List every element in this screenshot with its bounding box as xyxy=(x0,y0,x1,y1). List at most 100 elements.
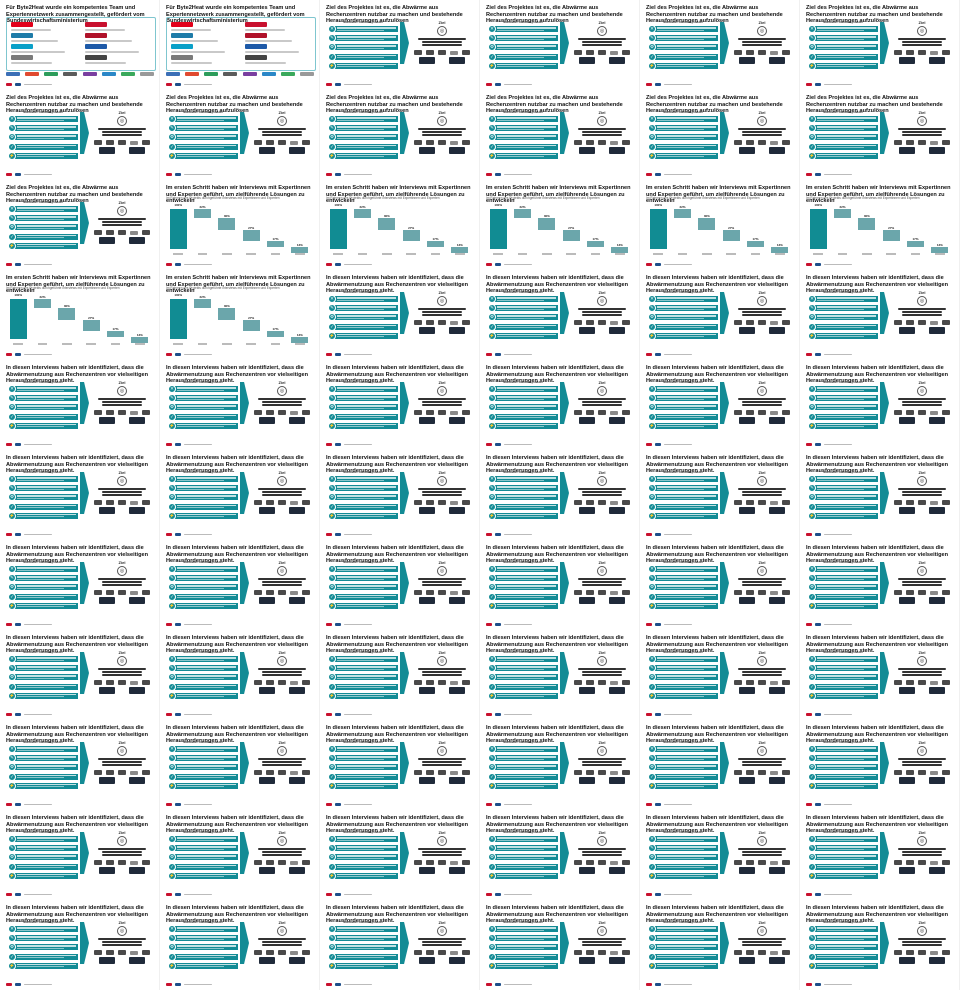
slide-thumbnail[interactable]: Für Byte2Heat wurde ein kompetentes Team… xyxy=(0,0,160,90)
handlungsfeld-row[interactable]: ✓ xyxy=(808,52,878,61)
handlungsfeld-row[interactable]: ✓ xyxy=(488,862,558,871)
slide-thumbnail[interactable]: Ziel des Projektes ist es, die Abwärme a… xyxy=(160,90,320,180)
handlungsfeld-row[interactable]: ✕ xyxy=(808,565,878,573)
handlungsfeld-row[interactable]: ⚡ xyxy=(8,781,78,790)
handlungsfeld-row[interactable]: ⚙ xyxy=(8,133,78,142)
handlungsfeld-row[interactable]: ⚙ xyxy=(648,943,718,952)
handlungsfeld-row[interactable]: ⚙ xyxy=(488,403,558,412)
handlungsfeld-row[interactable]: ⚡ xyxy=(8,871,78,880)
handlungsfeld-row[interactable]: ✕ xyxy=(328,925,398,933)
handlungsfeld-row[interactable]: ⚙ xyxy=(8,403,78,412)
slide-thumbnail[interactable]: In diesen Interviews haben wir identifiz… xyxy=(320,810,480,900)
handlungsfeld-row[interactable]: ⚡ xyxy=(8,421,78,430)
slide-thumbnail[interactable]: In diesen Interviews haben wir identifiz… xyxy=(160,360,320,450)
handlungsfeld-row[interactable]: ✎ xyxy=(808,574,878,583)
handlungsfeld-row[interactable]: ⚡ xyxy=(168,781,238,790)
handlungsfeld-row[interactable]: ✕ xyxy=(8,655,78,663)
handlungsfeld-row[interactable]: ✎ xyxy=(488,844,558,853)
slide-thumbnail[interactable]: In diesen Interviews haben wir identifiz… xyxy=(480,720,640,810)
handlungsfeld-row[interactable]: ✓ xyxy=(328,862,398,871)
handlungsfeld-row[interactable]: ✎ xyxy=(328,124,398,133)
handlungsfeld-row[interactable]: ✎ xyxy=(488,124,558,133)
handlungsfeld-row[interactable]: ✎ xyxy=(8,934,78,943)
slide-thumbnail[interactable]: Im ersten Schritt haben wir Interviews m… xyxy=(320,180,480,270)
slide-thumbnail[interactable]: Ziel des Projektes ist es, die Abwärme a… xyxy=(480,0,640,90)
handlungsfeld-row[interactable]: ✕ xyxy=(168,385,238,393)
handlungsfeld-row[interactable]: ✕ xyxy=(168,745,238,753)
handlungsfeld-row[interactable]: ⚙ xyxy=(328,943,398,952)
handlungsfeld-row[interactable]: ✓ xyxy=(488,322,558,331)
handlungsfeld-row[interactable]: ⚙ xyxy=(328,583,398,592)
handlungsfeld-row[interactable]: ⚡ xyxy=(808,961,878,970)
handlungsfeld-row[interactable]: ⚙ xyxy=(328,133,398,142)
handlungsfeld-row[interactable]: ⚙ xyxy=(808,583,878,592)
handlungsfeld-row[interactable]: ⚙ xyxy=(168,673,238,682)
handlungsfeld-row[interactable]: ✎ xyxy=(8,394,78,403)
handlungsfeld-row[interactable]: ✎ xyxy=(328,304,398,313)
handlungsfeld-row[interactable]: ⚙ xyxy=(488,43,558,52)
handlungsfeld-row[interactable]: ✕ xyxy=(8,115,78,123)
handlungsfeld-row[interactable]: ✎ xyxy=(808,664,878,673)
handlungsfeld-row[interactable]: ⚙ xyxy=(648,43,718,52)
handlungsfeld-row[interactable]: ✎ xyxy=(808,124,878,133)
handlungsfeld-row[interactable]: ✓ xyxy=(168,952,238,961)
handlungsfeld-row[interactable]: ⚙ xyxy=(168,583,238,592)
handlungsfeld-row[interactable]: ✓ xyxy=(168,412,238,421)
slide-thumbnail[interactable]: In diesen Interviews haben wir identifiz… xyxy=(480,810,640,900)
handlungsfeld-row[interactable]: ✎ xyxy=(808,934,878,943)
handlungsfeld-row[interactable]: ✎ xyxy=(328,844,398,853)
handlungsfeld-row[interactable]: ⚙ xyxy=(648,403,718,412)
slide-thumbnail[interactable]: Ziel des Projektes ist es, die Abwärme a… xyxy=(0,90,160,180)
handlungsfeld-row[interactable]: ✎ xyxy=(648,124,718,133)
handlungsfeld-row[interactable]: ✓ xyxy=(8,232,78,241)
handlungsfeld-row[interactable]: ✓ xyxy=(648,142,718,151)
slide-thumbnail[interactable]: In diesen Interviews haben wir identifiz… xyxy=(800,360,960,450)
handlungsfeld-row[interactable]: ✓ xyxy=(648,502,718,511)
handlungsfeld-row[interactable]: ✎ xyxy=(328,664,398,673)
slide-thumbnail[interactable]: In diesen Interviews haben wir identifiz… xyxy=(0,810,160,900)
handlungsfeld-row[interactable]: ✕ xyxy=(8,475,78,483)
slide-thumbnail[interactable]: In diesen Interviews haben wir identifiz… xyxy=(640,540,800,630)
handlungsfeld-row[interactable]: ✕ xyxy=(328,295,398,303)
handlungsfeld-row[interactable]: ✕ xyxy=(648,835,718,843)
slide-thumbnail[interactable]: In diesen Interviews haben wir identifiz… xyxy=(800,450,960,540)
handlungsfeld-row[interactable]: ✎ xyxy=(648,304,718,313)
handlungsfeld-row[interactable]: ⚙ xyxy=(328,673,398,682)
slide-thumbnail[interactable]: Im ersten Schritt haben wir Interviews m… xyxy=(160,180,320,270)
handlungsfeld-row[interactable]: ✓ xyxy=(328,682,398,691)
handlungsfeld-row[interactable]: ✓ xyxy=(488,952,558,961)
handlungsfeld-row[interactable]: ⚙ xyxy=(8,673,78,682)
handlungsfeld-row[interactable]: ✕ xyxy=(8,385,78,393)
handlungsfeld-row[interactable]: ✎ xyxy=(168,124,238,133)
slide-thumbnail[interactable]: In diesen Interviews haben wir identifiz… xyxy=(480,450,640,540)
handlungsfeld-row[interactable]: ✕ xyxy=(648,655,718,663)
handlungsfeld-row[interactable]: ✕ xyxy=(488,115,558,123)
handlungsfeld-row[interactable]: ⚙ xyxy=(8,763,78,772)
slide-thumbnail[interactable]: Ziel des Projektes ist es, die Abwärme a… xyxy=(320,0,480,90)
handlungsfeld-row[interactable]: ⚙ xyxy=(808,673,878,682)
slide-thumbnail[interactable]: Ziel des Projektes ist es, die Abwärme a… xyxy=(640,90,800,180)
handlungsfeld-row[interactable]: ✎ xyxy=(648,844,718,853)
slide-thumbnail[interactable]: In diesen Interviews haben wir identifiz… xyxy=(800,900,960,990)
handlungsfeld-row[interactable]: ⚙ xyxy=(648,313,718,322)
handlungsfeld-row[interactable]: ✓ xyxy=(648,952,718,961)
handlungsfeld-row[interactable]: ⚡ xyxy=(808,151,878,160)
handlungsfeld-row[interactable]: ⚡ xyxy=(168,151,238,160)
slide-thumbnail[interactable]: In diesen Interviews haben wir identifiz… xyxy=(800,270,960,360)
slide-thumbnail[interactable]: In diesen Interviews haben wir identifiz… xyxy=(320,630,480,720)
handlungsfeld-row[interactable]: ⚙ xyxy=(488,133,558,142)
handlungsfeld-row[interactable]: ✎ xyxy=(328,484,398,493)
handlungsfeld-row[interactable]: ⚙ xyxy=(648,583,718,592)
handlungsfeld-row[interactable]: ⚡ xyxy=(648,511,718,520)
handlungsfeld-row[interactable]: ✓ xyxy=(808,412,878,421)
handlungsfeld-row[interactable]: ✓ xyxy=(488,142,558,151)
handlungsfeld-row[interactable]: ⚡ xyxy=(648,151,718,160)
handlungsfeld-row[interactable]: ✕ xyxy=(648,475,718,483)
handlungsfeld-row[interactable]: ⚡ xyxy=(488,781,558,790)
handlungsfeld-row[interactable]: ⚡ xyxy=(648,781,718,790)
handlungsfeld-row[interactable]: ⚡ xyxy=(488,151,558,160)
handlungsfeld-row[interactable]: ✎ xyxy=(488,394,558,403)
slide-thumbnail[interactable]: In diesen Interviews haben wir identifiz… xyxy=(0,540,160,630)
handlungsfeld-row[interactable]: ⚙ xyxy=(168,853,238,862)
handlungsfeld-row[interactable]: ✓ xyxy=(8,952,78,961)
